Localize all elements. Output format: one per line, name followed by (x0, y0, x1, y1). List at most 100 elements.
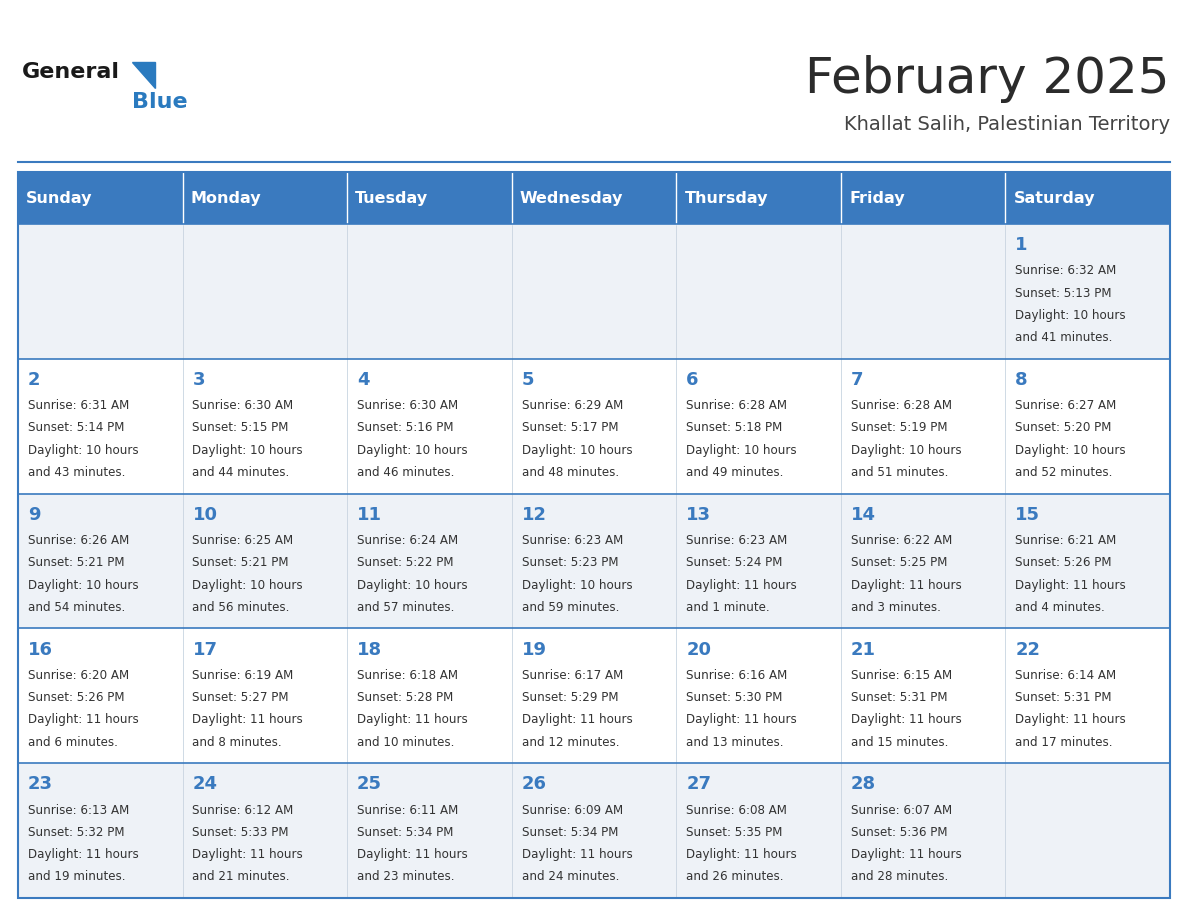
Text: 10: 10 (192, 506, 217, 524)
Bar (1005, 359, 1170, 494)
Text: Sunset: 5:36 PM: Sunset: 5:36 PM (851, 826, 947, 839)
Text: and 8 minutes.: and 8 minutes. (192, 735, 282, 748)
Text: and 54 minutes.: and 54 minutes. (27, 600, 125, 614)
Text: General: General (23, 62, 120, 82)
Bar (1005, 494, 1170, 629)
Text: and 51 minutes.: and 51 minutes. (851, 466, 948, 479)
Bar (347, 629, 512, 763)
Text: Sunrise: 6:27 AM: Sunrise: 6:27 AM (1016, 399, 1117, 412)
Text: Daylight: 10 hours: Daylight: 10 hours (1016, 443, 1126, 457)
Text: and 23 minutes.: and 23 minutes. (358, 870, 455, 883)
Text: Daylight: 10 hours: Daylight: 10 hours (192, 578, 303, 591)
Text: Sunset: 5:26 PM: Sunset: 5:26 PM (1016, 556, 1112, 569)
Text: Sunrise: 6:30 AM: Sunrise: 6:30 AM (192, 399, 293, 412)
Text: Sunset: 5:16 PM: Sunset: 5:16 PM (358, 421, 454, 434)
Text: Daylight: 10 hours: Daylight: 10 hours (192, 443, 303, 457)
Text: Daylight: 11 hours: Daylight: 11 hours (851, 848, 961, 861)
Text: Sunset: 5:14 PM: Sunset: 5:14 PM (27, 421, 125, 434)
Bar (512, 359, 676, 494)
Text: and 57 minutes.: and 57 minutes. (358, 600, 454, 614)
Text: Sunset: 5:34 PM: Sunset: 5:34 PM (522, 826, 618, 839)
Text: and 12 minutes.: and 12 minutes. (522, 735, 619, 748)
Text: Sunrise: 6:26 AM: Sunrise: 6:26 AM (27, 534, 129, 547)
Text: Sunrise: 6:11 AM: Sunrise: 6:11 AM (358, 803, 459, 817)
Text: Daylight: 11 hours: Daylight: 11 hours (192, 713, 303, 726)
Text: Sunset: 5:32 PM: Sunset: 5:32 PM (27, 826, 125, 839)
Text: and 28 minutes.: and 28 minutes. (851, 870, 948, 883)
Bar (18, 629, 183, 763)
Text: 15: 15 (1016, 506, 1041, 524)
Text: and 49 minutes.: and 49 minutes. (687, 466, 784, 479)
Text: 26: 26 (522, 776, 546, 793)
Bar (183, 224, 347, 359)
Text: Saturday: Saturday (1013, 191, 1095, 206)
Text: and 48 minutes.: and 48 minutes. (522, 466, 619, 479)
Text: 25: 25 (358, 776, 383, 793)
Text: Sunrise: 6:30 AM: Sunrise: 6:30 AM (358, 399, 459, 412)
Bar (1005, 224, 1170, 359)
Text: Blue: Blue (132, 92, 188, 112)
Text: Sunset: 5:19 PM: Sunset: 5:19 PM (851, 421, 947, 434)
Text: Monday: Monday (191, 191, 261, 206)
Text: 14: 14 (851, 506, 876, 524)
Bar (841, 224, 1005, 359)
Text: and 13 minutes.: and 13 minutes. (687, 735, 784, 748)
Text: 18: 18 (358, 641, 383, 658)
Text: Daylight: 10 hours: Daylight: 10 hours (851, 443, 961, 457)
Text: and 4 minutes.: and 4 minutes. (1016, 600, 1105, 614)
Text: Sunrise: 6:29 AM: Sunrise: 6:29 AM (522, 399, 623, 412)
Text: Daylight: 10 hours: Daylight: 10 hours (522, 443, 632, 457)
Text: Sunrise: 6:13 AM: Sunrise: 6:13 AM (27, 803, 129, 817)
Text: Daylight: 11 hours: Daylight: 11 hours (1016, 713, 1126, 726)
Text: Sunrise: 6:19 AM: Sunrise: 6:19 AM (192, 669, 293, 682)
Text: 22: 22 (1016, 641, 1041, 658)
Text: 3: 3 (192, 371, 206, 389)
Bar (512, 763, 676, 898)
Text: and 26 minutes.: and 26 minutes. (687, 870, 784, 883)
Bar (1005, 629, 1170, 763)
Text: Sunset: 5:26 PM: Sunset: 5:26 PM (27, 691, 125, 704)
Text: Sunrise: 6:08 AM: Sunrise: 6:08 AM (687, 803, 786, 817)
Text: 20: 20 (687, 641, 712, 658)
Bar (347, 763, 512, 898)
Polygon shape (132, 62, 154, 88)
Text: Sunrise: 6:18 AM: Sunrise: 6:18 AM (358, 669, 459, 682)
Bar (18, 763, 183, 898)
Text: Daylight: 11 hours: Daylight: 11 hours (358, 713, 468, 726)
Text: and 46 minutes.: and 46 minutes. (358, 466, 454, 479)
Text: Daylight: 11 hours: Daylight: 11 hours (27, 713, 139, 726)
Text: Sunrise: 6:22 AM: Sunrise: 6:22 AM (851, 534, 952, 547)
Text: Daylight: 10 hours: Daylight: 10 hours (358, 443, 468, 457)
Text: Sunset: 5:35 PM: Sunset: 5:35 PM (687, 826, 783, 839)
Bar (841, 172, 1005, 224)
Bar (841, 359, 1005, 494)
Bar (841, 494, 1005, 629)
Text: Friday: Friday (849, 191, 905, 206)
Bar (512, 224, 676, 359)
Text: 13: 13 (687, 506, 712, 524)
Text: 7: 7 (851, 371, 864, 389)
Bar (18, 172, 183, 224)
Text: Daylight: 11 hours: Daylight: 11 hours (192, 848, 303, 861)
Text: Daylight: 11 hours: Daylight: 11 hours (687, 713, 797, 726)
Text: and 15 minutes.: and 15 minutes. (851, 735, 948, 748)
Text: Sunset: 5:18 PM: Sunset: 5:18 PM (687, 421, 783, 434)
Text: 19: 19 (522, 641, 546, 658)
Bar (183, 629, 347, 763)
Text: and 56 minutes.: and 56 minutes. (192, 600, 290, 614)
Bar (183, 494, 347, 629)
Text: Sunset: 5:13 PM: Sunset: 5:13 PM (1016, 286, 1112, 299)
Text: Daylight: 11 hours: Daylight: 11 hours (358, 848, 468, 861)
Text: and 19 minutes.: and 19 minutes. (27, 870, 126, 883)
Text: Sunset: 5:31 PM: Sunset: 5:31 PM (1016, 691, 1112, 704)
Text: and 3 minutes.: and 3 minutes. (851, 600, 941, 614)
Text: and 10 minutes.: and 10 minutes. (358, 735, 454, 748)
Text: Sunrise: 6:31 AM: Sunrise: 6:31 AM (27, 399, 129, 412)
Text: 9: 9 (27, 506, 40, 524)
Text: Wednesday: Wednesday (520, 191, 624, 206)
Text: Sunrise: 6:14 AM: Sunrise: 6:14 AM (1016, 669, 1117, 682)
Bar (18, 172, 1170, 898)
Text: and 21 minutes.: and 21 minutes. (192, 870, 290, 883)
Text: 28: 28 (851, 776, 876, 793)
Text: Sunset: 5:27 PM: Sunset: 5:27 PM (192, 691, 289, 704)
